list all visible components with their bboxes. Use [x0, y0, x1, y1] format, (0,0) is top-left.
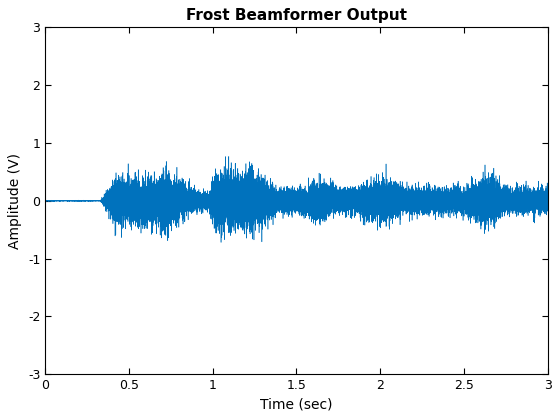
X-axis label: Time (sec): Time (sec): [260, 398, 333, 412]
Title: Frost Beamformer Output: Frost Beamformer Output: [186, 8, 407, 24]
Y-axis label: Amplitude (V): Amplitude (V): [8, 153, 22, 249]
